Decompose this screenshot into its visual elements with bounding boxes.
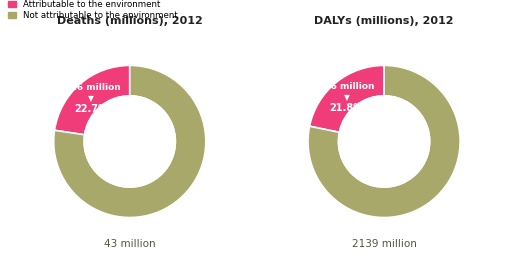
Circle shape xyxy=(338,96,430,187)
Wedge shape xyxy=(53,65,206,218)
Wedge shape xyxy=(308,65,460,218)
Circle shape xyxy=(84,96,175,187)
Text: ▼: ▼ xyxy=(344,93,349,101)
Wedge shape xyxy=(309,65,384,132)
Wedge shape xyxy=(54,65,130,135)
Title: Deaths (millions), 2012: Deaths (millions), 2012 xyxy=(57,16,202,26)
Title: DALYs (millions), 2012: DALYs (millions), 2012 xyxy=(315,16,454,26)
Text: 596 million: 596 million xyxy=(318,82,375,91)
Text: 22.7%: 22.7% xyxy=(74,104,108,114)
Text: ▼: ▼ xyxy=(88,94,94,102)
Text: 21.8%: 21.8% xyxy=(330,103,363,113)
Text: 43 million: 43 million xyxy=(104,239,156,249)
Text: 12.6 million: 12.6 million xyxy=(61,83,121,92)
Text: 2139 million: 2139 million xyxy=(352,239,416,249)
Legend: Attributable to the environment, Not attributable to the environment: Attributable to the environment, Not att… xyxy=(7,0,179,21)
